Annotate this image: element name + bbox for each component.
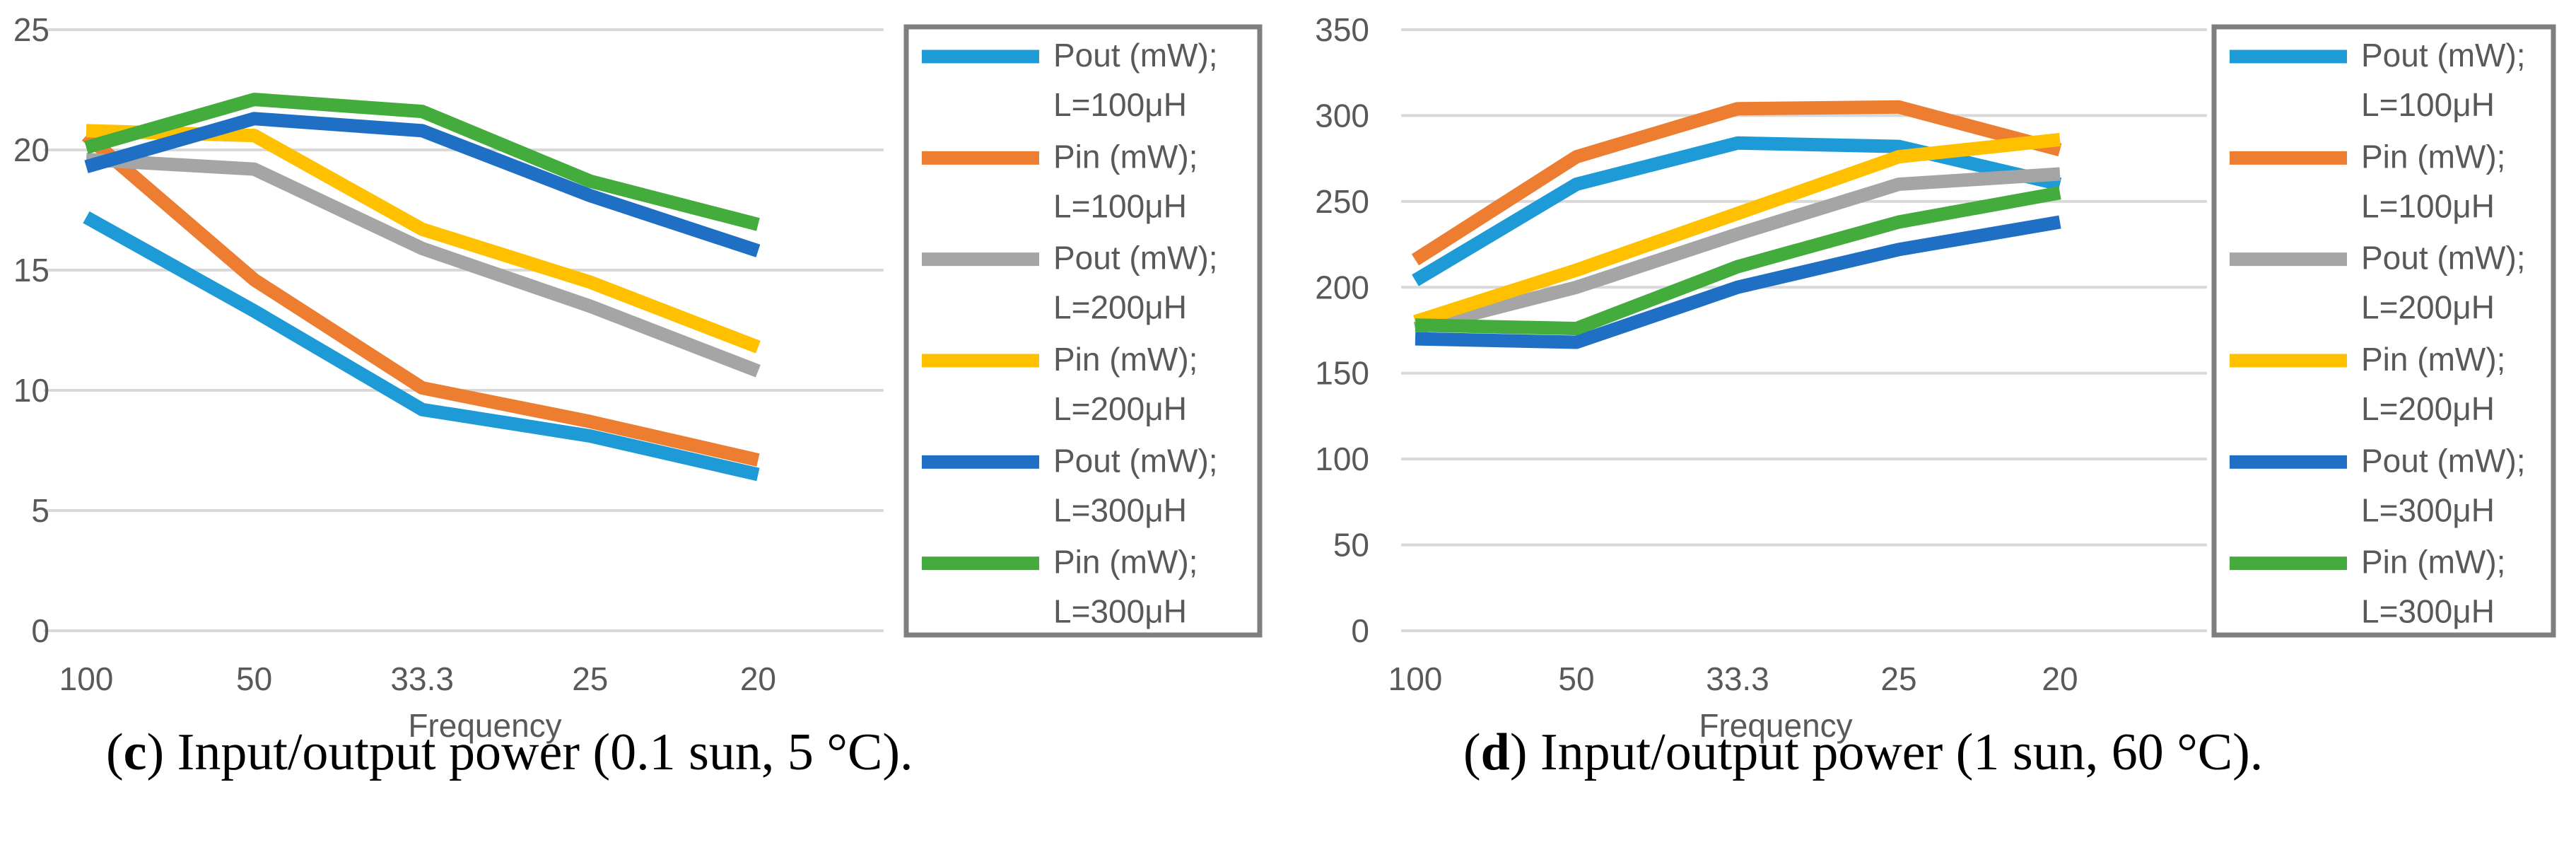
legend-entry-label: Pin (mW); xyxy=(2361,544,2505,581)
legend-entry-label: Pin (mW); xyxy=(1053,138,1198,175)
x-tick-label: 50 xyxy=(1558,660,1594,697)
legend-entry-label: L=200μH xyxy=(2361,289,2495,326)
x-tick-label: 20 xyxy=(2042,660,2078,697)
series-line xyxy=(1413,132,2061,328)
legend-entry-label: L=300μH xyxy=(2361,491,2495,528)
caption-text: Input/output power (0.1 sun, 5 °C). xyxy=(164,723,913,781)
line-chart-c: 0 5 10 15 20 25 100 50 33.3 25 20 Frequency Pout (mW… xyxy=(13,11,1263,744)
y-tick-label: 10 xyxy=(13,372,49,409)
legend-entry-label: L=300μH xyxy=(2361,593,2495,630)
series-line xyxy=(1411,100,2062,266)
x-tick-label: 33.3 xyxy=(1706,660,1769,697)
legend-entry-label: L=200μH xyxy=(1053,289,1187,326)
y-tick-label: 0 xyxy=(31,612,49,649)
chart-panel-c: 0 5 10 15 20 25 100 50 33.3 25 20 Frequency Pout (mW… xyxy=(13,11,1263,781)
y-tick-label: 200 xyxy=(1315,269,1369,305)
legend-entry-label: L=100μH xyxy=(1053,187,1187,224)
x-axis-label: Frequency xyxy=(1699,707,1852,744)
series-line xyxy=(1412,136,2062,286)
legend: Pout (mW); L=100μH Pin (mW); L=100μH Pout (m… xyxy=(903,24,1263,638)
legend-entry-label: L=300μH xyxy=(1053,491,1187,528)
series-line xyxy=(81,130,760,467)
y-tick-label: 100 xyxy=(1315,441,1369,477)
x-tick-label: 25 xyxy=(572,660,608,697)
y-tick-label: 350 xyxy=(1315,11,1369,48)
caption-text: Input/output power (1 sun, 60 °C). xyxy=(1527,723,2264,781)
legend-entry-label: L=100μH xyxy=(2361,187,2495,224)
caption-d: (d) Input/output power (1 sun, 60 °C). xyxy=(1463,723,2264,781)
legend-entry-label: L=100μH xyxy=(1053,86,1187,123)
line-chart-d: 0 50 100 150 200 250 300 350 100 50 33.3 25 20 Freque… xyxy=(1315,11,2556,744)
x-tick-label: 33.3 xyxy=(390,660,454,697)
caption-c: (c) Input/output power (0.1 sun, 5 °C). xyxy=(106,723,913,781)
caption-letter: d xyxy=(1480,723,1510,781)
y-tick-label: 250 xyxy=(1315,183,1369,220)
series-line xyxy=(84,112,761,257)
legend-entry-label: Pin (mW); xyxy=(1053,341,1198,378)
chart-panel-d: 0 50 100 150 200 250 300 350 100 50 33.3 25 20 Freque… xyxy=(1288,0,2576,845)
legend-entry-label: Pout (mW); xyxy=(2361,442,2526,479)
y-tick-label: 15 xyxy=(13,252,49,289)
legend-entry-label: Pin (mW); xyxy=(2361,341,2505,378)
x-tick-label: 20 xyxy=(740,660,776,697)
legend-entry-label: L=200μH xyxy=(2361,390,2495,427)
y-tick-label: 20 xyxy=(13,132,49,168)
series-line xyxy=(86,153,761,378)
series-line xyxy=(83,211,760,482)
legend-entry-label: Pin (mW); xyxy=(1053,544,1198,581)
legend: Pout (mW); L=100μH Pin (mW); L=100μH Pout (m… xyxy=(2211,24,2556,638)
y-tick-label: 0 xyxy=(1351,612,1369,649)
legend-entry-label: Pout (mW); xyxy=(1053,240,1218,276)
x-tick-label: 100 xyxy=(59,660,114,697)
x-tick-label: 100 xyxy=(1388,660,1443,697)
legend-entry-label: L=200μH xyxy=(1053,390,1187,427)
caption-letter: c xyxy=(123,723,147,781)
x-tick-label: 50 xyxy=(236,660,272,697)
legend-box xyxy=(903,24,1263,638)
y-tick-label: 150 xyxy=(1315,355,1369,392)
x-axis-label: Frequency xyxy=(408,707,561,744)
legend-entry-label: L=100μH xyxy=(2361,86,2495,123)
legend-entry-label: Pin (mW); xyxy=(2361,138,2505,175)
series-line xyxy=(1415,215,2061,349)
legend-entry-label: Pout (mW); xyxy=(2361,37,2526,74)
series-line xyxy=(84,93,760,231)
y-tick-label: 5 xyxy=(31,492,49,529)
series-line xyxy=(1415,186,2061,336)
legend-entry-label: Pout (mW); xyxy=(1053,37,1218,74)
y-tick-label: 300 xyxy=(1315,97,1369,134)
legend-entry-label: Pout (mW); xyxy=(1053,442,1218,479)
x-tick-label: 25 xyxy=(1880,660,1916,697)
y-tick-label: 50 xyxy=(1333,527,1369,564)
legend-entry-label: Pout (mW); xyxy=(2361,240,2526,276)
series-line xyxy=(1413,167,2061,335)
y-tick-label: 25 xyxy=(13,11,49,48)
legend-entry-label: L=300μH xyxy=(1053,593,1187,630)
legend-box xyxy=(2211,24,2556,638)
